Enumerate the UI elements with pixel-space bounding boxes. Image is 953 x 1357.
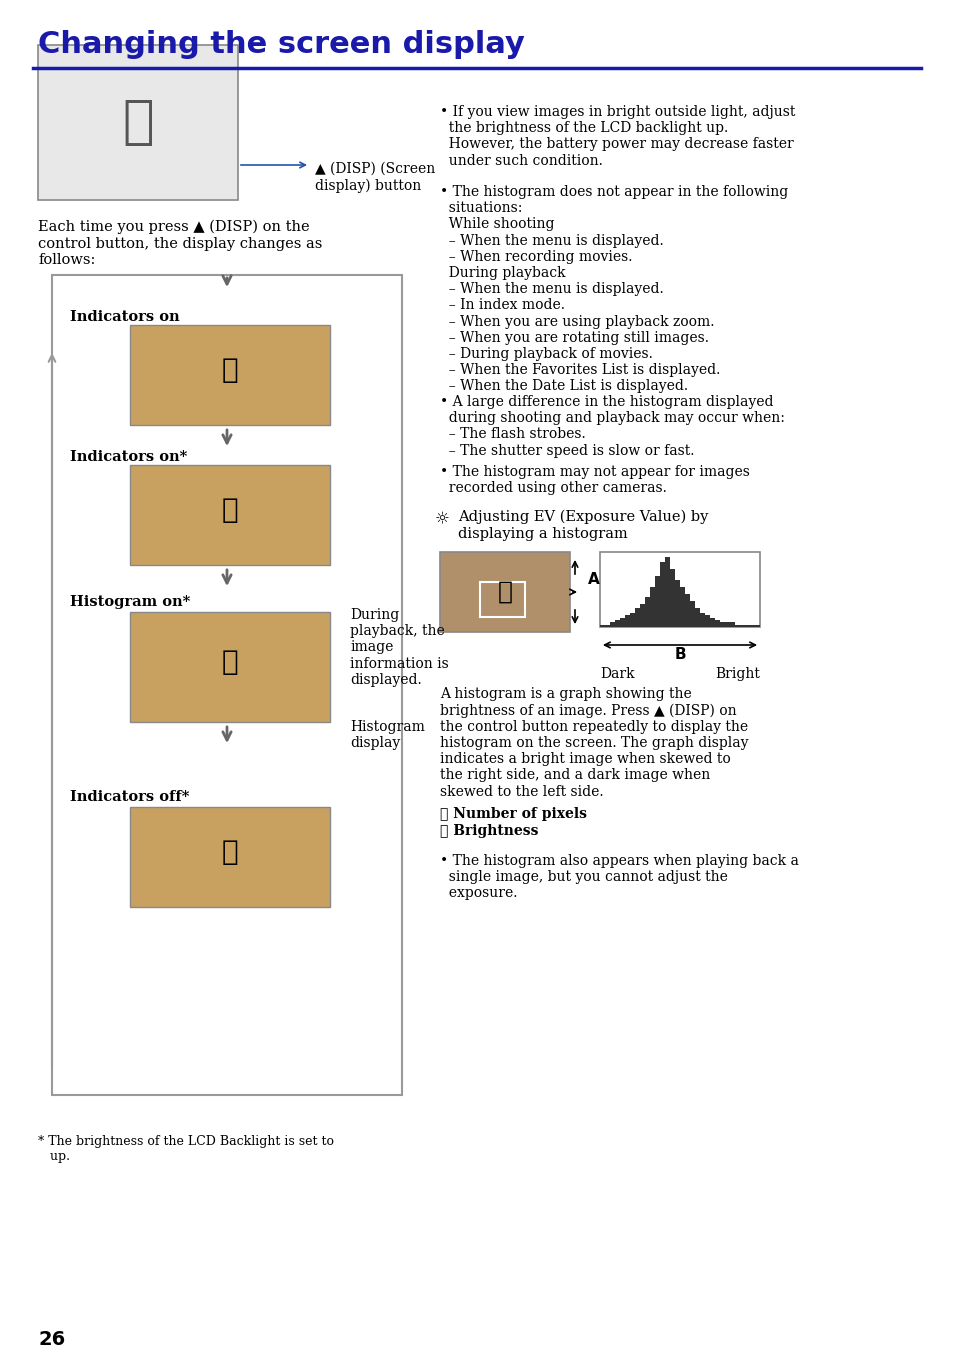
Text: A: A xyxy=(587,573,599,588)
Text: A histogram is a graph showing the
brightness of an image. Press ▲ (DISP) on
the: A histogram is a graph showing the brigh… xyxy=(439,687,748,799)
Bar xyxy=(38,45,237,199)
Bar xyxy=(749,624,754,627)
Text: • The histogram does not appear in the following
  situations:
  While shooting
: • The histogram does not appear in the f… xyxy=(439,185,787,394)
Bar xyxy=(639,604,644,627)
Bar xyxy=(675,581,679,627)
Text: During
playback, the
image
information is
displayed.: During playback, the image information i… xyxy=(350,608,448,687)
Bar xyxy=(629,613,635,627)
Text: 🐕: 🐕 xyxy=(221,497,238,524)
Text: Histogram
display: Histogram display xyxy=(350,721,424,750)
Bar xyxy=(740,624,744,627)
Text: Ⓑ Brightness: Ⓑ Brightness xyxy=(439,824,537,839)
Bar xyxy=(439,552,569,632)
Bar xyxy=(714,620,720,627)
Bar xyxy=(664,556,669,627)
Bar xyxy=(724,623,729,627)
Bar xyxy=(695,608,700,627)
Bar xyxy=(704,615,709,627)
Text: • If you view images in bright outside light, adjust
  the brightness of the LCD: • If you view images in bright outside l… xyxy=(439,104,795,168)
Text: Histogram on*: Histogram on* xyxy=(70,594,190,609)
Text: • The histogram also appears when playing back a
  single image, but you cannot : • The histogram also appears when playin… xyxy=(439,854,798,901)
Text: Dark: Dark xyxy=(599,668,634,681)
Bar xyxy=(734,624,740,627)
Text: B: B xyxy=(674,647,685,662)
Text: Indicators on: Indicators on xyxy=(70,309,179,324)
Bar xyxy=(655,575,659,627)
Bar xyxy=(709,617,714,627)
Bar xyxy=(684,594,689,627)
Bar xyxy=(644,597,649,627)
Bar xyxy=(624,615,629,627)
Bar xyxy=(720,623,724,627)
Bar xyxy=(744,624,749,627)
Bar xyxy=(604,624,609,627)
Bar xyxy=(130,324,330,425)
Bar xyxy=(754,624,760,627)
Text: * The brightness of the LCD Backlight is set to
   up.: * The brightness of the LCD Backlight is… xyxy=(38,1134,334,1163)
Bar xyxy=(619,617,624,627)
Text: • The histogram may not appear for images
  recorded using other cameras.: • The histogram may not appear for image… xyxy=(439,465,749,495)
Bar xyxy=(599,624,604,627)
Text: 🏛: 🏛 xyxy=(497,579,512,604)
Bar xyxy=(615,620,619,627)
Bar xyxy=(729,623,734,627)
Text: 🐕: 🐕 xyxy=(221,839,238,866)
Bar xyxy=(52,275,401,1095)
Text: 🐕: 🐕 xyxy=(221,356,238,384)
Text: Adjusting EV (Exposure Value) by
displaying a histogram: Adjusting EV (Exposure Value) by display… xyxy=(457,510,708,540)
Text: • A large difference in the histogram displayed
  during shooting and playback m: • A large difference in the histogram di… xyxy=(439,395,784,457)
Text: 🐕: 🐕 xyxy=(221,649,238,676)
Text: 26: 26 xyxy=(38,1330,65,1349)
Bar xyxy=(669,569,675,627)
Text: ☼: ☼ xyxy=(435,510,450,528)
Bar xyxy=(700,613,704,627)
Text: Ⓐ Number of pixels: Ⓐ Number of pixels xyxy=(439,807,586,821)
Text: Changing the screen display: Changing the screen display xyxy=(38,30,524,58)
Text: ▲ (DISP) (Screen
display) button: ▲ (DISP) (Screen display) button xyxy=(314,161,435,193)
Bar xyxy=(679,588,684,627)
Bar xyxy=(689,601,695,627)
Bar xyxy=(130,465,330,565)
Text: Bright: Bright xyxy=(715,668,760,681)
Bar xyxy=(479,582,524,617)
Bar xyxy=(649,588,655,627)
Bar xyxy=(130,807,330,906)
Bar xyxy=(130,612,330,722)
Bar xyxy=(599,552,760,627)
Text: Indicators off*: Indicators off* xyxy=(70,790,190,803)
Text: Indicators on*: Indicators on* xyxy=(70,451,187,464)
Bar xyxy=(635,608,639,627)
Bar xyxy=(659,562,664,627)
Text: 📷: 📷 xyxy=(122,96,153,148)
Bar xyxy=(609,623,615,627)
Text: Each time you press ▲ (DISP) on the
control button, the display changes as
follo: Each time you press ▲ (DISP) on the cont… xyxy=(38,220,322,267)
